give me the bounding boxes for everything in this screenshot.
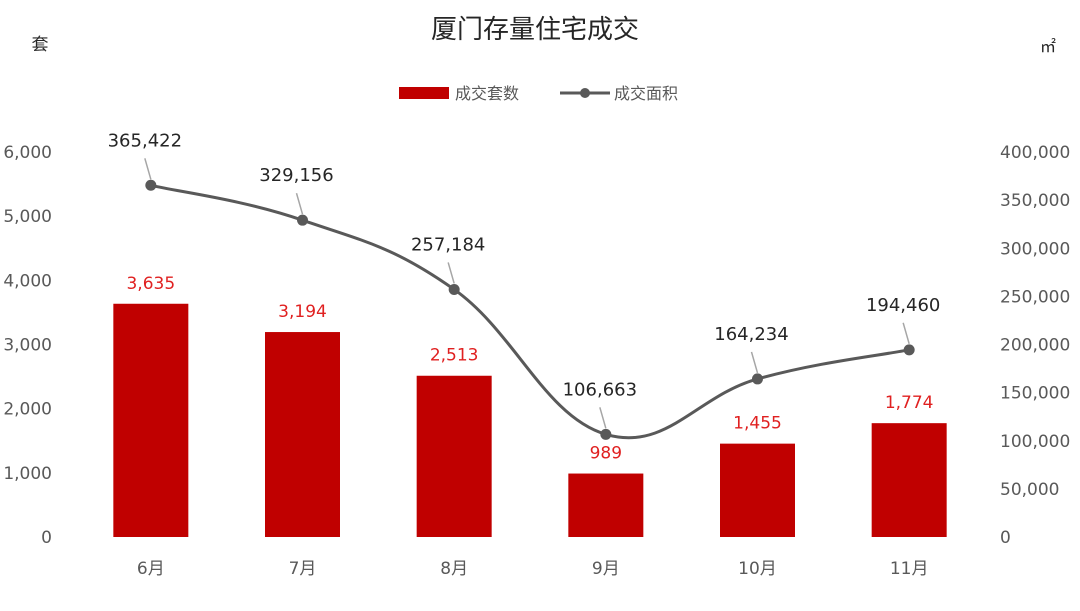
- line-path: [150, 183, 910, 440]
- bar-data-label: 989: [590, 444, 622, 464]
- line-point: [448, 283, 460, 295]
- legend-bar-swatch: [399, 87, 449, 99]
- y-left-axis: 0 1,000 2,000 3,000 4,000 5,000 6,000: [3, 143, 52, 548]
- line-data-label: 329,156: [259, 165, 333, 186]
- line-data-label: 106,663: [563, 379, 637, 400]
- legend-bar-label: 成交套数: [455, 84, 519, 103]
- leader-line: [750, 351, 759, 374]
- y-left-tick-label: 4,000: [3, 271, 52, 291]
- y-right-tick-label: 100,000: [1000, 432, 1070, 452]
- y-right-tick-label: 0: [1000, 528, 1011, 548]
- y-right-tick-label: 200,000: [1000, 336, 1070, 356]
- bar: [720, 443, 795, 537]
- x-axis: 6月 7月 8月 9月 10月 11月: [137, 559, 929, 579]
- y-right-tick-label: 250,000: [1000, 287, 1070, 307]
- x-tick-label: 6月: [137, 559, 165, 579]
- chart-title: 厦门存量住宅成交: [431, 15, 639, 45]
- y-right-tick-label: 350,000: [1000, 191, 1070, 211]
- line-data-label: 257,184: [411, 234, 485, 255]
- bar: [265, 332, 340, 537]
- y-left-unit: 套: [32, 35, 49, 55]
- y-right-tick-label: 50,000: [1000, 480, 1059, 500]
- y-right-tick-label: 400,000: [1000, 143, 1070, 163]
- y-right-unit: ㎡: [1040, 37, 1056, 56]
- x-tick-label: 7月: [289, 559, 317, 579]
- x-tick-label: 8月: [440, 559, 468, 579]
- leader-line: [902, 322, 910, 345]
- x-tick-label: 9月: [592, 559, 620, 579]
- bar: [871, 423, 947, 537]
- line-point: [297, 214, 308, 226]
- line-data-labels: 365,422 329,156 257,184 106,663 164,234 194,4…: [108, 130, 941, 400]
- y-left-tick-label: 3,000: [3, 336, 52, 356]
- y-right-axis: 0 50,000 100,000 150,000 200,000 250,000 300,0…: [1000, 143, 1070, 548]
- y-left-tick-label: 0: [41, 528, 52, 548]
- leader-line: [295, 192, 304, 215]
- legend: 成交套数 成交面积: [399, 84, 678, 103]
- legend-line-marker: [580, 88, 590, 98]
- line-data-label: 194,460: [866, 295, 940, 316]
- y-left-tick-label: 5,000: [3, 207, 52, 227]
- bar-data-labels: 3,635 3,194 2,513 989 1,455 1,774: [126, 274, 933, 464]
- bar: [113, 303, 189, 537]
- bar-data-label: 3,635: [126, 274, 175, 294]
- leader-line: [144, 158, 152, 180]
- y-right-tick-label: 300,000: [1000, 239, 1070, 259]
- line-label-leaders: [144, 158, 910, 429]
- legend-line-label: 成交面积: [614, 84, 678, 103]
- bar-data-label: 1,774: [885, 393, 934, 413]
- leader-line: [447, 262, 455, 284]
- y-left-tick-label: 6,000: [3, 143, 52, 163]
- line-point: [903, 344, 915, 356]
- line-series: [145, 179, 915, 440]
- leader-line: [599, 407, 607, 429]
- bar: [416, 375, 492, 537]
- line-point: [145, 179, 157, 191]
- x-tick-label: 11月: [890, 559, 929, 579]
- bar-data-label: 2,513: [430, 346, 479, 366]
- line-point: [600, 428, 612, 440]
- y-left-tick-label: 2,000: [3, 400, 52, 420]
- bar-data-label: 1,455: [733, 414, 782, 434]
- y-left-tick-label: 1,000: [3, 464, 52, 484]
- x-tick-label: 10月: [738, 559, 777, 579]
- line-data-label: 365,422: [108, 130, 182, 151]
- bar-data-label: 3,194: [278, 302, 327, 322]
- line-point: [752, 373, 763, 385]
- y-right-tick-label: 150,000: [1000, 384, 1070, 404]
- bar-series: [113, 303, 947, 537]
- line-data-label: 164,234: [714, 324, 788, 345]
- bar: [568, 473, 644, 537]
